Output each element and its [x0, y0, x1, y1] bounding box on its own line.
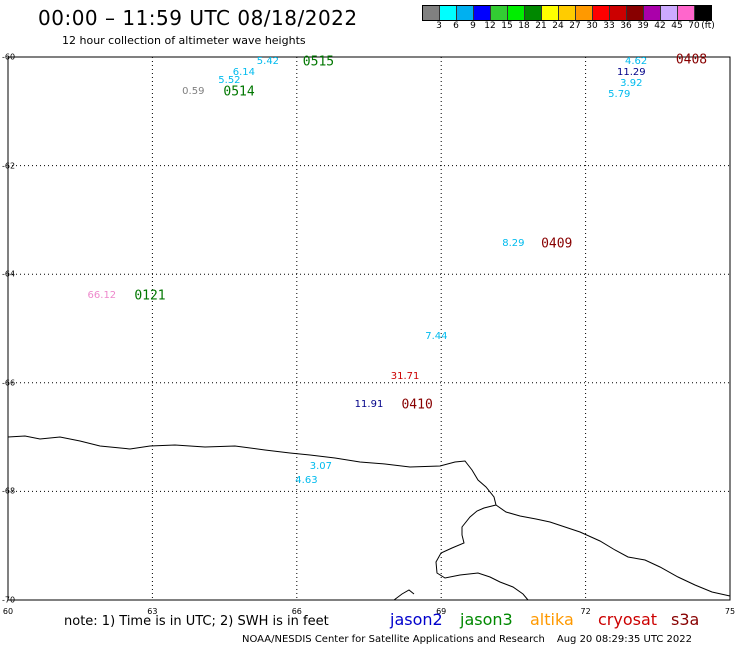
scale-swatch	[542, 6, 559, 20]
graticule	[8, 57, 730, 600]
lat-label: -60	[2, 52, 16, 62]
scale-swatch	[610, 6, 627, 20]
antarctic-coastline	[7, 435, 731, 601]
lon-label: 66	[291, 607, 302, 616]
pass-time-label: 0410	[401, 397, 433, 413]
scale-label: 3	[436, 21, 442, 31]
wave-height-value: 5.79	[608, 89, 631, 100]
scale-swatch	[474, 6, 491, 20]
credit-text: NOAA/NESDIS Center for Satellite Applica…	[242, 634, 545, 645]
lon-label: 60	[2, 607, 14, 616]
wave-height-value: 4.63	[295, 474, 318, 486]
wave-height-value: 5.52	[218, 75, 241, 87]
scale-swatch	[593, 6, 610, 20]
legend-jason3: jason3	[460, 610, 513, 629]
scale-label: 27	[569, 21, 581, 31]
footer-note: note: 1) Time is in UTC; 2) SWH is in fe…	[64, 614, 329, 629]
chart-title: 00:00 – 11:59 UTC 08/18/2022	[38, 6, 358, 30]
legend-s3a: s3a	[671, 610, 700, 629]
wave-height-value: 66.12	[87, 289, 117, 301]
timestamp: Aug 20 08:29:35 UTC 2022	[556, 634, 693, 645]
lat-label: -62	[2, 161, 16, 171]
wave-height-value: 3.92	[620, 78, 643, 90]
scale-swatch	[559, 6, 576, 20]
wave-height-value: 11.91	[354, 398, 384, 410]
scale-swatch	[491, 6, 508, 20]
lon-label: 72	[580, 607, 591, 616]
lat-label: -68	[2, 486, 16, 496]
scale-label: 21	[535, 21, 547, 31]
scale-label: 70	[688, 21, 700, 31]
scale-swatch	[440, 6, 457, 20]
lon-label: 63	[147, 607, 158, 616]
wave-height-value: 0.59	[182, 86, 205, 98]
scale-swatch	[525, 6, 542, 20]
scale-swatch	[508, 6, 525, 20]
scale-swatch	[661, 6, 678, 20]
scale-label: 45	[671, 21, 683, 31]
pass-time-label: 0409	[541, 236, 573, 252]
legend-altika: altika	[530, 610, 574, 629]
wave-height-value: 31.71	[390, 371, 420, 383]
scale-swatch	[423, 6, 440, 20]
chart-subtitle: 12 hour collection of altimeter wave hei…	[62, 34, 306, 47]
map-frame	[7, 56, 731, 601]
scale-label: 12	[484, 21, 496, 31]
lat-label: -66	[2, 378, 16, 388]
lat-label: -64	[2, 269, 16, 279]
scale-swatch	[627, 6, 644, 20]
scale-label: 9	[470, 21, 476, 31]
lon-label: 69	[436, 607, 447, 616]
lat-label: -70	[2, 595, 16, 605]
legend-cryosat: cryosat	[598, 610, 658, 629]
color-scale-labels: 3 6 9 12 15 18 21 24 27 30 33 36 39 42 45 70 (ft)	[422, 21, 740, 33]
pass-time-label: 0514	[223, 84, 255, 100]
wave-height-value: 7.44	[425, 330, 448, 342]
wave-height-value: 8.29	[502, 238, 525, 250]
scale-label: 39	[637, 21, 649, 31]
scale-label: 42	[654, 21, 666, 31]
credit-line: NOAA/NESDIS Center for Satellite Applica…	[242, 634, 692, 645]
scale-label: 24	[552, 21, 564, 31]
scale-label: 15	[501, 21, 513, 31]
pass-time-label: 0121	[134, 288, 166, 304]
scale-label: 30	[586, 21, 598, 31]
wave-height-value: 3.07	[309, 460, 332, 472]
scale-label: 36	[620, 21, 632, 31]
wave-height-color-scale	[422, 5, 712, 21]
scale-swatch	[457, 6, 474, 20]
lon-label: 75	[724, 607, 736, 616]
scale-swatch	[678, 6, 695, 20]
scale-label: 6	[453, 21, 459, 31]
pass-time-label: 0408	[675, 52, 708, 68]
scale-unit: (ft)	[701, 21, 715, 31]
scale-label: 18	[518, 21, 530, 31]
scale-swatch	[695, 6, 711, 20]
legend-jason2: jason2	[390, 610, 443, 629]
scale-label: 33	[603, 21, 615, 31]
wave-height-value: 5.42	[256, 56, 280, 68]
wave-height-value: 11.29	[616, 67, 646, 79]
wave-height-value: 6.14	[232, 67, 255, 79]
pass-time-label: 0515	[302, 54, 335, 70]
wave-height-value: 4.62	[624, 56, 648, 68]
scale-swatch	[644, 6, 661, 20]
scale-swatch	[576, 6, 593, 20]
